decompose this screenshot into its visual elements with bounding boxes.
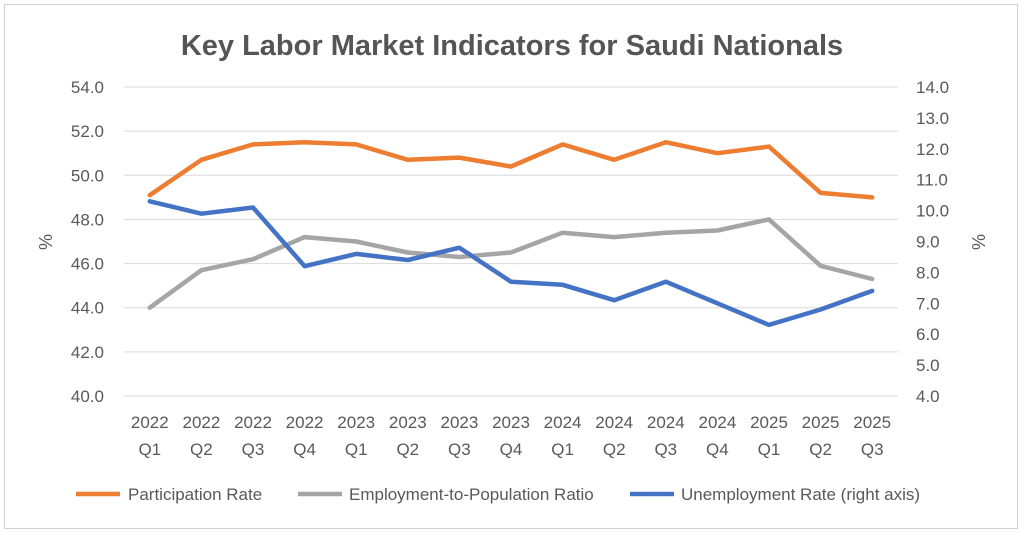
series-lines bbox=[147, 139, 875, 328]
x-tick-year: 2023 bbox=[337, 413, 375, 432]
left-tick-label: 48.0 bbox=[71, 210, 104, 229]
x-tick-quarter: Q4 bbox=[293, 440, 316, 459]
x-axis-ticks: 2022 Q1 2022 Q2 2022 Q3 2022 Q4 2023 Q1 2023 Q2 2023… bbox=[131, 413, 891, 459]
right-axis-ticks: 14.0 13.0 12.0 11.0 10.0 9.0 8.0 7.0 6.0 5.0 4.0 bbox=[916, 78, 949, 406]
x-tick-quarter: Q4 bbox=[706, 440, 729, 459]
gridlines bbox=[124, 86, 898, 397]
left-tick-label: 40.0 bbox=[71, 387, 104, 406]
x-tick-quarter: Q1 bbox=[138, 440, 161, 459]
left-axis-label: % bbox=[36, 234, 56, 250]
x-tick-quarter: Q3 bbox=[654, 440, 677, 459]
right-tick-label: 4.0 bbox=[916, 387, 940, 406]
left-axis-ticks: 54.0 52.0 50.0 48.0 46.0 44.0 42.0 40.0 bbox=[71, 78, 104, 406]
x-tick-year: 2023 bbox=[440, 413, 478, 432]
left-tick-label: 52.0 bbox=[71, 122, 104, 141]
x-tick-year: 2022 bbox=[286, 413, 324, 432]
x-tick-quarter: Q2 bbox=[396, 440, 419, 459]
x-tick-year: 2024 bbox=[544, 413, 582, 432]
series-line-participation-rate bbox=[147, 139, 875, 200]
right-tick-label: 9.0 bbox=[916, 233, 940, 252]
x-tick-year: 2025 bbox=[853, 413, 891, 432]
left-tick-label: 50.0 bbox=[71, 166, 104, 185]
right-tick-label: 11.0 bbox=[916, 171, 948, 190]
left-tick-label: 46.0 bbox=[71, 255, 104, 274]
x-tick-quarter: Q2 bbox=[809, 440, 832, 459]
x-tick-quarter: Q3 bbox=[861, 440, 884, 459]
chart-frame bbox=[4, 4, 1018, 529]
right-tick-label: 8.0 bbox=[916, 263, 940, 282]
right-tick-label: 6.0 bbox=[916, 325, 940, 344]
right-axis-label: % bbox=[969, 234, 989, 250]
x-tick-year: 2022 bbox=[131, 413, 169, 432]
x-tick-year: 2025 bbox=[750, 413, 788, 432]
right-tick-label: 10.0 bbox=[916, 202, 949, 221]
x-tick-quarter: Q3 bbox=[448, 440, 471, 459]
right-tick-label: 14.0 bbox=[916, 78, 949, 97]
right-tick-label: 12.0 bbox=[916, 140, 949, 159]
x-tick-year: 2023 bbox=[492, 413, 530, 432]
x-tick-quarter: Q1 bbox=[758, 440, 781, 459]
x-tick-quarter: Q4 bbox=[500, 440, 523, 459]
chart-title: Key Labor Market Indicators for Saudi Na… bbox=[181, 30, 843, 62]
legend-label-unemployment-rate-right-axis: Unemployment Rate (right axis) bbox=[681, 485, 920, 504]
legend-label-employment-to-population-ratio: Employment-to-Population Ratio bbox=[349, 485, 594, 504]
right-tick-label: 13.0 bbox=[916, 109, 949, 128]
left-tick-label: 42.0 bbox=[71, 343, 104, 362]
x-tick-year: 2023 bbox=[389, 413, 427, 432]
x-tick-year: 2022 bbox=[182, 413, 220, 432]
x-tick-quarter: Q3 bbox=[242, 440, 265, 459]
right-tick-label: 7.0 bbox=[916, 294, 940, 313]
x-tick-quarter: Q2 bbox=[603, 440, 626, 459]
left-tick-label: 44.0 bbox=[71, 299, 104, 318]
x-tick-year: 2024 bbox=[647, 413, 685, 432]
x-tick-quarter: Q1 bbox=[345, 440, 368, 459]
x-tick-year: 2024 bbox=[595, 413, 633, 432]
x-tick-quarter: Q1 bbox=[551, 440, 574, 459]
x-tick-year: 2024 bbox=[698, 413, 736, 432]
x-tick-year: 2025 bbox=[802, 413, 840, 432]
left-tick-label: 54.0 bbox=[71, 78, 104, 97]
x-tick-year: 2022 bbox=[234, 413, 272, 432]
legend: Participation Rate Employment-to-Populati… bbox=[76, 485, 920, 504]
x-tick-quarter: Q2 bbox=[190, 440, 213, 459]
right-tick-label: 5.0 bbox=[916, 356, 940, 375]
legend-label-participation-rate: Participation Rate bbox=[128, 485, 262, 504]
